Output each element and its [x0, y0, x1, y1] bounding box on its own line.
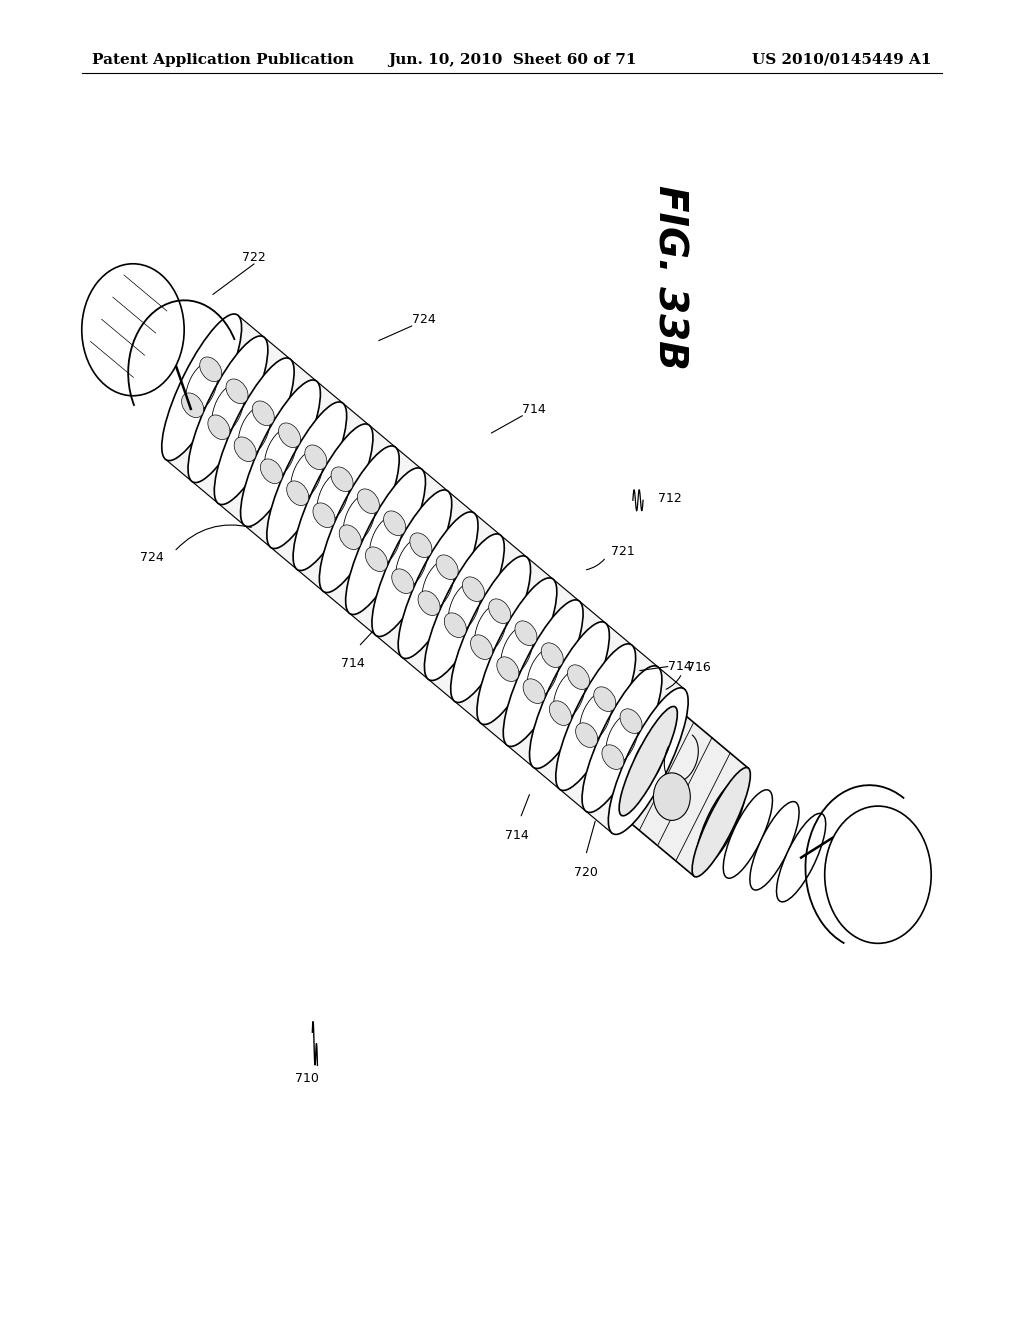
Ellipse shape [488, 599, 511, 623]
Ellipse shape [392, 569, 414, 594]
Ellipse shape [594, 686, 615, 711]
Text: 724: 724 [140, 550, 164, 564]
Ellipse shape [444, 612, 466, 638]
Ellipse shape [463, 577, 484, 602]
Text: 710: 710 [295, 1072, 319, 1085]
Ellipse shape [451, 556, 530, 702]
Ellipse shape [418, 591, 440, 615]
Text: 714: 714 [341, 657, 366, 671]
Ellipse shape [181, 393, 204, 417]
Polygon shape [622, 708, 749, 876]
Ellipse shape [339, 525, 361, 549]
Ellipse shape [696, 777, 745, 866]
Ellipse shape [305, 445, 327, 470]
Ellipse shape [188, 337, 268, 483]
Ellipse shape [252, 401, 274, 425]
Ellipse shape [366, 546, 387, 572]
Ellipse shape [646, 731, 669, 755]
Ellipse shape [319, 446, 399, 593]
Text: 712: 712 [658, 492, 682, 506]
Ellipse shape [424, 533, 504, 681]
Ellipse shape [515, 620, 537, 645]
Text: 714: 714 [668, 660, 691, 673]
Text: Jun. 10, 2010  Sheet 60 of 71: Jun. 10, 2010 Sheet 60 of 71 [388, 53, 636, 67]
Ellipse shape [523, 678, 545, 704]
Circle shape [653, 774, 690, 821]
Ellipse shape [241, 380, 321, 527]
Ellipse shape [723, 789, 772, 878]
Ellipse shape [162, 314, 242, 461]
Ellipse shape [692, 767, 751, 876]
Text: Patent Application Publication: Patent Application Publication [92, 53, 354, 67]
Ellipse shape [260, 459, 283, 483]
Ellipse shape [384, 511, 406, 536]
Ellipse shape [750, 801, 799, 890]
Ellipse shape [287, 480, 308, 506]
Ellipse shape [313, 503, 335, 528]
Ellipse shape [529, 622, 609, 768]
Text: FIG. 33B: FIG. 33B [650, 185, 688, 370]
Ellipse shape [214, 358, 294, 504]
Ellipse shape [575, 723, 598, 747]
Ellipse shape [331, 467, 353, 491]
Ellipse shape [477, 578, 557, 725]
Circle shape [824, 807, 931, 944]
Text: 714: 714 [522, 403, 546, 416]
Ellipse shape [398, 512, 478, 659]
Ellipse shape [628, 767, 650, 792]
Ellipse shape [279, 422, 301, 447]
Text: 721: 721 [611, 545, 635, 558]
Ellipse shape [556, 644, 636, 791]
Ellipse shape [497, 657, 519, 681]
Ellipse shape [346, 467, 426, 615]
Ellipse shape [471, 635, 493, 660]
Ellipse shape [608, 688, 688, 834]
Text: 714: 714 [505, 829, 529, 842]
Ellipse shape [200, 356, 222, 381]
Circle shape [82, 264, 184, 396]
Ellipse shape [436, 554, 458, 579]
Text: 722: 722 [242, 251, 266, 264]
Ellipse shape [620, 709, 642, 734]
Ellipse shape [226, 379, 248, 404]
Ellipse shape [208, 414, 230, 440]
Ellipse shape [267, 401, 347, 549]
Text: 724: 724 [412, 313, 435, 326]
Ellipse shape [776, 813, 825, 902]
Ellipse shape [620, 706, 678, 816]
Ellipse shape [234, 437, 256, 462]
Text: US 2010/0145449 A1: US 2010/0145449 A1 [753, 53, 932, 67]
Text: 716: 716 [687, 661, 711, 675]
Ellipse shape [410, 533, 432, 557]
Ellipse shape [602, 744, 624, 770]
Ellipse shape [372, 490, 452, 636]
Ellipse shape [503, 599, 583, 747]
Ellipse shape [542, 643, 563, 668]
Ellipse shape [567, 665, 590, 689]
Ellipse shape [582, 665, 662, 812]
Text: 720: 720 [573, 866, 598, 879]
Polygon shape [166, 315, 684, 833]
Ellipse shape [549, 701, 571, 726]
Ellipse shape [293, 424, 373, 570]
Ellipse shape [357, 488, 379, 513]
